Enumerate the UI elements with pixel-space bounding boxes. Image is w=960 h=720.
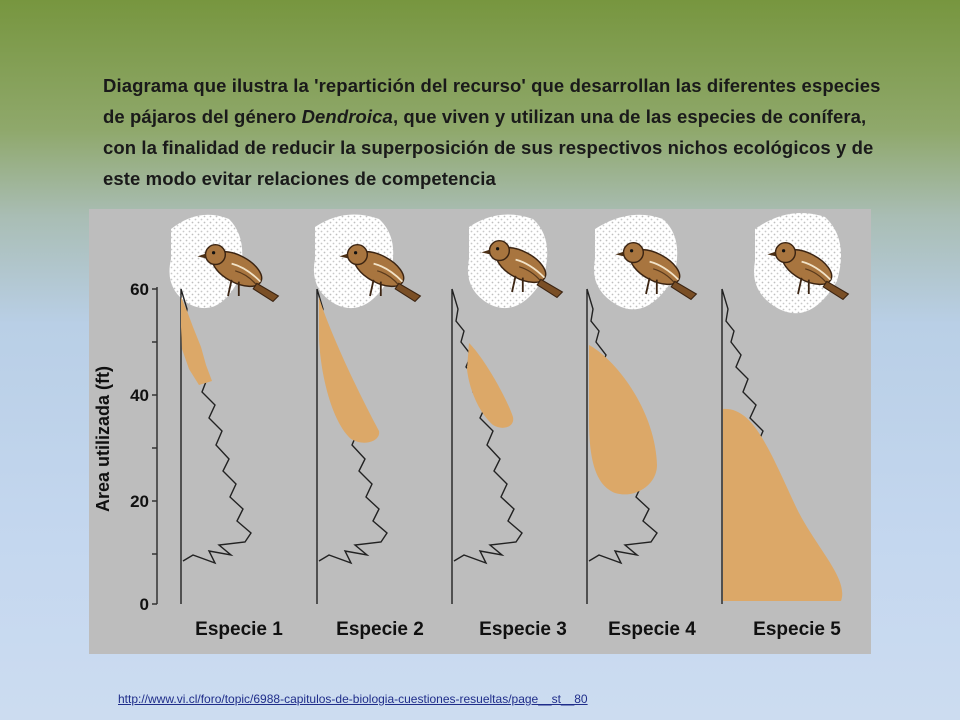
foraging-zone [181, 297, 212, 385]
source-link[interactable]: http://www.vi.cl/foro/topic/6988-capitul… [118, 692, 588, 706]
caption: Diagrama que ilustra la 'repartición del… [103, 70, 903, 194]
panel-especie-5: Especie 5 [721, 213, 850, 640]
panel-especie-4: Especie 4 [586, 214, 698, 640]
y-axis-label: Area utilizada (ft) [93, 366, 113, 512]
foraging-zone [589, 345, 657, 495]
panel-label: Especie 2 [336, 619, 424, 640]
panel-label: Especie 1 [195, 619, 283, 640]
y-tick-40: 40 [130, 386, 149, 405]
bird-backdrop [169, 214, 243, 309]
y-tick-20: 20 [130, 492, 149, 511]
foraging-zone [467, 343, 514, 428]
panel-label: Especie 3 [479, 619, 567, 640]
y-axis-ticks [152, 288, 157, 605]
caption-text-2: , que viven y utilizan una de las especi… [103, 106, 874, 189]
tree-outline [451, 288, 523, 604]
panel-label: Especie 4 [608, 619, 696, 640]
foraging-zone [319, 297, 380, 443]
diagram-canvas: 60 40 20 0 Area utilizada (ft) Especie 1… [93, 213, 850, 640]
y-tick-60: 60 [130, 280, 149, 299]
caption-text-1: Diagrama que ilustra la 'repartición del… [103, 75, 881, 127]
foraging-zone [723, 408, 843, 601]
caption-genus: Dendroica [301, 106, 393, 127]
panel-especie-1: Especie 1 [169, 214, 283, 640]
panel-label: Especie 5 [753, 619, 841, 640]
y-tick-0: 0 [140, 595, 149, 614]
niche-partition-diagram: 60 40 20 0 Area utilizada (ft) Especie 1… [89, 209, 871, 654]
panel-especie-3: Especie 3 [451, 214, 567, 640]
panel-especie-2: Especie 2 [313, 214, 424, 640]
